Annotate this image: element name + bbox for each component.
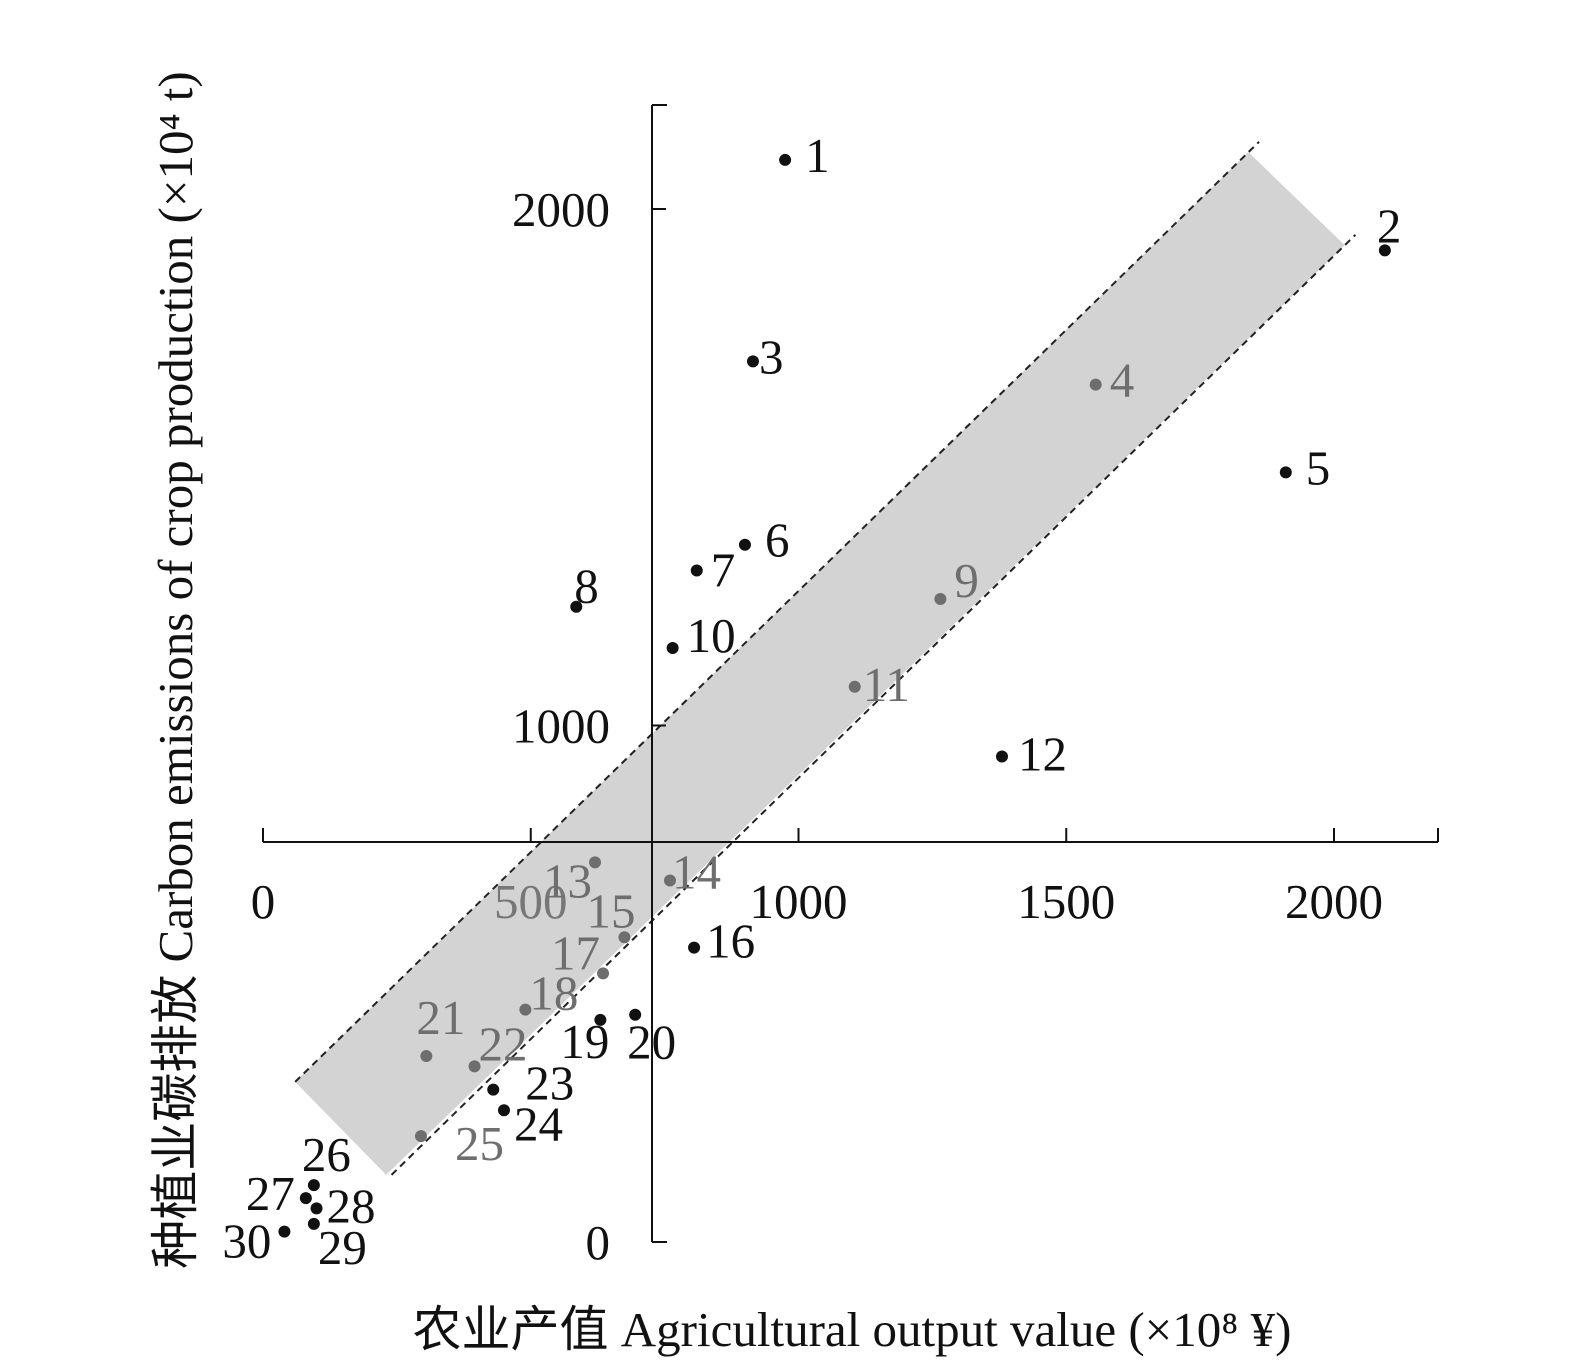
data-point (487, 1083, 500, 1096)
data-point (1378, 244, 1391, 257)
data-point-label: 17 (551, 925, 600, 980)
data-point-label: 28 (327, 1178, 376, 1233)
data-point-label: 24 (514, 1096, 563, 1151)
band-upper-dashed-line (294, 141, 1260, 1083)
data-point-label: 3 (759, 329, 784, 384)
data-point-label: 20 (627, 1015, 676, 1070)
data-point (618, 931, 631, 944)
data-point-label: 22 (479, 1016, 528, 1071)
data-point-label: 4 (1110, 353, 1135, 408)
data-point-label: 21 (416, 990, 465, 1045)
data-point (307, 1217, 320, 1230)
data-point (468, 1060, 481, 1073)
data-point (629, 1008, 642, 1021)
data-point-label: 7 (711, 543, 736, 598)
data-point-label: 6 (765, 513, 790, 568)
data-point (310, 1202, 323, 1215)
x-tick-label: 1000 (750, 874, 848, 929)
data-point-label: 16 (706, 914, 755, 969)
x-axis-label: 农业产值 Agricultural output value (×10⁸ ¥) (413, 1302, 1292, 1357)
data-point (299, 1192, 312, 1205)
data-point-label: 15 (586, 883, 635, 938)
band-fill (295, 152, 1345, 1175)
data-point (690, 564, 703, 577)
band-layer (294, 141, 1357, 1176)
data-point-label: 13 (543, 853, 592, 908)
data-point (519, 1003, 532, 1016)
data-point (848, 680, 861, 693)
data-point-label: 5 (1306, 440, 1331, 495)
data-point (688, 941, 701, 954)
x-tick-label: 500 (494, 874, 568, 929)
axes (263, 104, 1438, 1243)
x-tick-label: 2000 (1285, 874, 1383, 929)
x-tick-label: 0 (251, 874, 276, 929)
data-point (666, 642, 679, 655)
y-tick-label: 1000 (512, 699, 610, 754)
data-point (414, 1130, 427, 1143)
data-point-label: 26 (302, 1127, 351, 1182)
data-point (746, 355, 759, 368)
data-point (738, 538, 751, 551)
data-point-label: 30 (222, 1214, 271, 1269)
x-tick-label: 1500 (1017, 874, 1115, 929)
data-point-label: 23 (525, 1056, 574, 1111)
data-point-label: 10 (687, 608, 736, 663)
data-point-label: 29 (318, 1220, 367, 1275)
y-axis-label: 种植业碳排放 Carbon emissions of crop producti… (148, 71, 203, 1268)
data-point-label: 18 (529, 966, 578, 1021)
data-point (570, 600, 583, 613)
data-point-label: 2 (1377, 198, 1402, 253)
data-point-label: 11 (863, 657, 910, 712)
data-point (307, 1179, 320, 1192)
data-point-label: 25 (455, 1116, 504, 1171)
data-point (1279, 466, 1292, 479)
data-point (278, 1225, 291, 1238)
ticks: 0 500 1000 1500 2000 0 1000 2000 (251, 182, 1439, 1270)
data-point (597, 967, 610, 980)
data-point (1089, 378, 1102, 391)
data-point (663, 874, 676, 887)
data-point-label: 27 (246, 1166, 295, 1221)
data-point (497, 1104, 510, 1117)
data-point-label: 19 (560, 1014, 609, 1069)
y-tick-label: 0 (586, 1215, 611, 1270)
data-point (589, 856, 602, 869)
data-point-label: 9 (954, 553, 979, 608)
data-point (995, 750, 1008, 763)
data-point (934, 592, 947, 605)
data-point (420, 1050, 433, 1063)
data-point-label: 1 (805, 128, 830, 183)
data-point-label: 8 (574, 559, 599, 614)
data-point-label: 14 (672, 844, 721, 899)
data-point (594, 1013, 607, 1026)
data-point (779, 153, 792, 166)
data-point-label: 12 (1018, 726, 1067, 781)
y-tick-label: 2000 (512, 182, 610, 237)
band-lower-dashed-line (390, 234, 1357, 1176)
